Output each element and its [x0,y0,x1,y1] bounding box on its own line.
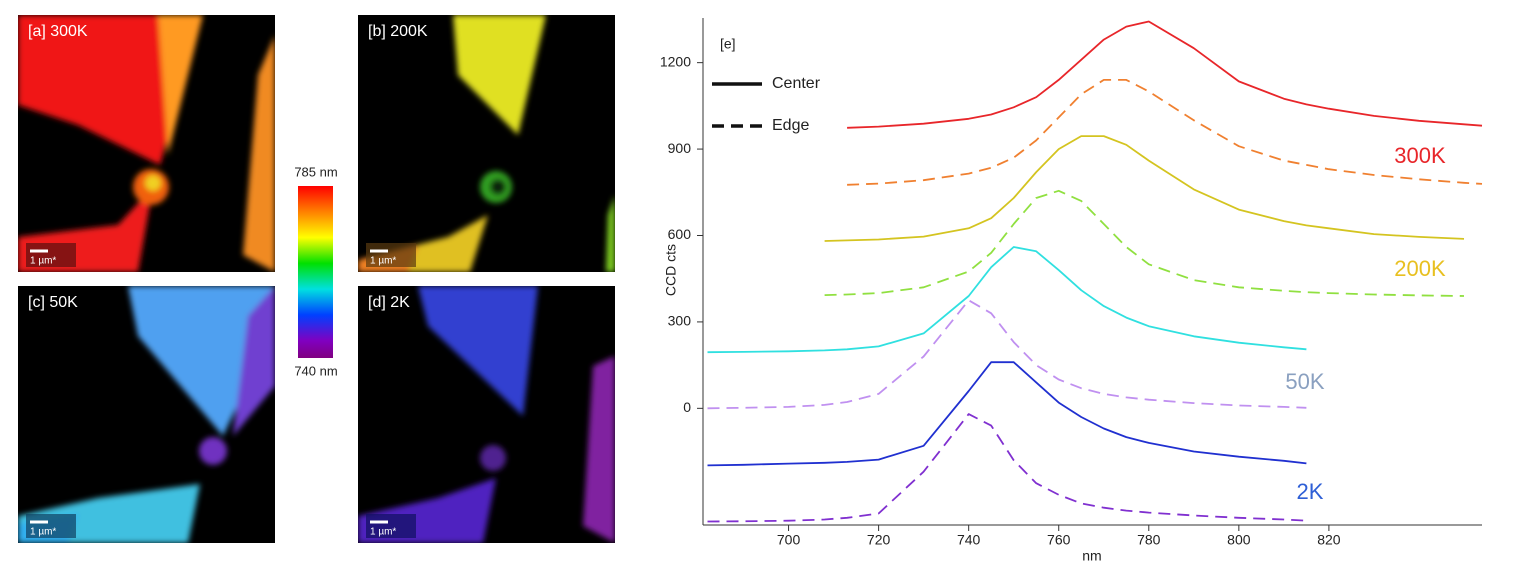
y-tick-label: 300 [668,313,692,329]
x-axis-label: nm [1082,548,1101,564]
series-line [824,135,1465,242]
annotation: 2K [1297,479,1324,504]
y-axis-label: CCD cts [663,244,679,296]
scale-bar-label: 1 µm* [30,527,56,538]
map-panel: [a] 300K 1 µm* [18,15,275,272]
series-line [847,20,1483,129]
map-panel: [b] 200K 1 µm* [358,15,615,272]
x-tick-label: 720 [867,532,891,548]
annotation: 300K [1394,143,1446,168]
series-line [707,299,1307,410]
y-tick-label: 600 [668,226,692,242]
x-tick-label: 800 [1227,532,1251,548]
series-line [707,246,1307,354]
x-tick-label: 760 [1047,532,1071,548]
panel-label: [e] [720,36,736,52]
scale-bar-label: 1 µm* [370,256,396,267]
legend-label: Edge [772,117,809,134]
y-tick-label: 1200 [660,53,691,69]
colorbar-min-label: 740 nm [294,363,337,378]
y-tick-label: 0 [683,399,691,415]
series-line [707,361,1307,467]
x-tick-label: 740 [957,532,981,548]
colorbar-max-label: 785 nm [294,164,337,179]
annotation: 50K [1285,369,1324,394]
map-panel: [d] 2K 1 µm* [358,286,615,543]
scale-bar-label: 1 µm* [30,256,56,267]
series-line [707,413,1307,523]
scale-bar-label: 1 µm* [370,527,396,538]
colorbar [298,186,333,358]
series-line [847,79,1483,186]
legend-label: Center [772,75,821,92]
series-line [824,189,1465,297]
x-tick-label: 700 [777,532,801,548]
annotation: 200K [1394,256,1446,281]
x-tick-label: 780 [1137,532,1161,548]
panel-label: [c] 50K [28,294,78,311]
y-tick-label: 900 [668,140,692,156]
map-panel: [c] 50K 1 µm* [18,286,275,543]
panel-label: [b] 200K [368,23,428,40]
panel-label: [a] 300K [28,23,88,40]
panel-label: [d] 2K [368,294,410,311]
x-tick-label: 820 [1317,532,1341,548]
